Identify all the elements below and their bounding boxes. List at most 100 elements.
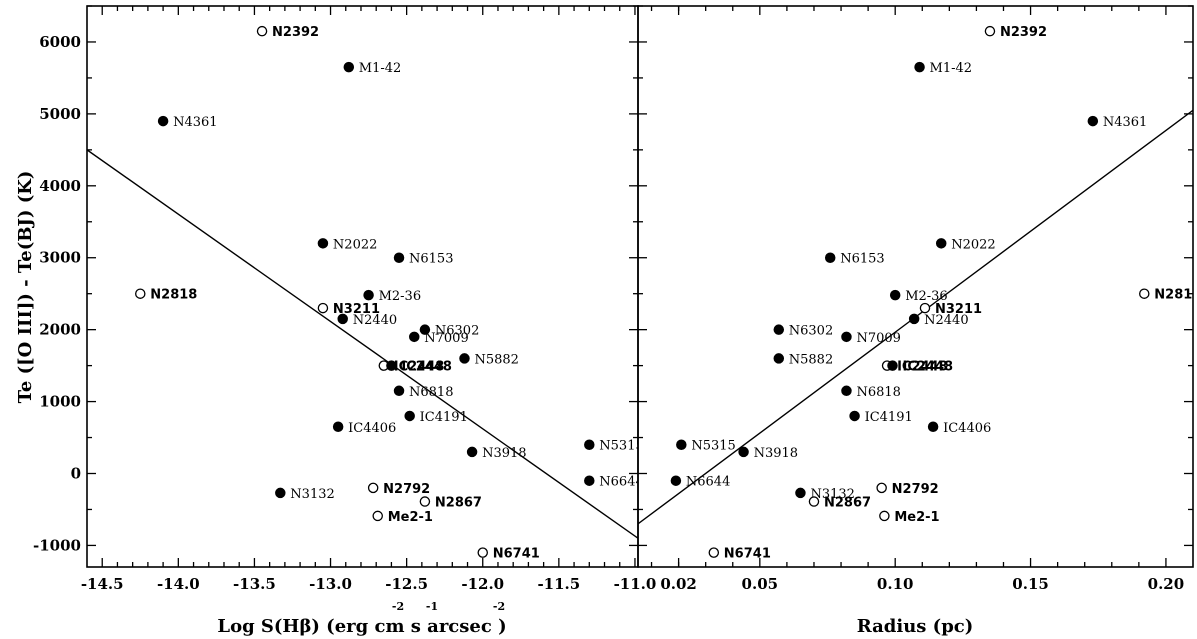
data-point-n7009-filled <box>409 331 420 343</box>
data-point-n5315-filled <box>584 439 595 450</box>
point-label: N6302 <box>435 324 479 339</box>
data-point-n2440-filled <box>908 313 920 325</box>
data-point-n3211-open <box>919 302 931 314</box>
data-point-n6818-filled <box>841 385 852 397</box>
point-label: IC2448 <box>902 360 953 375</box>
point-label: N2867 <box>824 496 871 511</box>
point-label: N2440 <box>353 313 397 328</box>
point-label: M2-36 <box>379 289 422 304</box>
x-tick-label: -12.5 <box>385 575 428 593</box>
point-label: N7009 <box>856 331 900 346</box>
x-axis-title-superscript: -2 <box>392 600 404 613</box>
data-point-n6644-filled <box>670 475 682 486</box>
data-point-ic2448-filled <box>386 360 397 371</box>
x-axis-title-right: Radius (pc) <box>857 616 974 637</box>
x-tick-label: -13.0 <box>309 575 352 593</box>
point-label: N6302 <box>789 324 833 339</box>
point-label: IC2448 <box>394 360 445 375</box>
data-point-me2-1-open <box>879 510 890 522</box>
x-tick-label: -14.5 <box>81 575 124 593</box>
y-tick-label: -1000 <box>33 536 81 554</box>
x-axis-title-superscript: -1 <box>426 600 438 613</box>
plot-frame <box>637 5 1194 568</box>
data-point-n3918-filled <box>466 446 478 458</box>
x-tick-label: -14.0 <box>157 575 200 593</box>
x-tick-label: -11.5 <box>537 575 580 593</box>
x-axis-title-left: Log S(Hβ) (erg cm s arcsec ) -2 -1 -2 <box>217 600 506 637</box>
point-label: N3132 <box>290 487 334 502</box>
data-point-n2022-filled <box>935 238 947 249</box>
point-label: N6818 <box>856 385 900 400</box>
data-point-n5882-filled <box>773 353 785 364</box>
point-label: M1-42 <box>359 61 402 76</box>
panel-radius: 0.02 0.05 0.10 0.15 0.20 N2392 M1-42 N4361 N2022… <box>637 5 1194 593</box>
point-label: N3211 <box>333 302 380 317</box>
data-point-n2792-open <box>367 482 379 494</box>
point-label: N4361 <box>1103 115 1147 130</box>
point-label: Me2-1 <box>388 510 433 525</box>
point-label: N7009 <box>424 331 468 346</box>
x-tick-label: 0.15 <box>1012 575 1049 593</box>
data-point-n3132-filled <box>275 487 286 499</box>
x-axis-title-text: Radius (pc) <box>857 616 974 637</box>
data-point-n6153-filled <box>824 252 836 263</box>
data-point-n4361-filled <box>1087 115 1099 127</box>
data-point-ic4191-filled <box>849 410 860 422</box>
data-point-n7009-filled <box>841 331 852 343</box>
panels: -1000 0 1000 2000 3000 4000 5000 6000 -14.5 -14.0… <box>33 5 1194 593</box>
point-label: N2392 <box>1000 25 1047 40</box>
point-label: N2022 <box>951 237 995 252</box>
y-tick-label: 1000 <box>39 393 81 411</box>
x-tick-label: 0.20 <box>1148 575 1185 593</box>
point-label: N3918 <box>482 446 526 461</box>
data-point-n2867-open <box>419 496 431 507</box>
data-point-n6302-filled <box>419 324 431 335</box>
x-axis-title-text: Log S(Hβ) (erg cm s arcsec ) <box>217 616 506 637</box>
data-point-n6741-open <box>477 547 488 558</box>
fit-line <box>87 149 638 539</box>
point-label: N4361 <box>173 115 217 130</box>
point-label: IC2448 <box>401 360 452 375</box>
data-point-n2818-open <box>1139 288 1150 299</box>
data-point-n2867-open <box>808 496 820 507</box>
point-label: IC4406 <box>348 421 396 436</box>
data-point-me2-1-open <box>372 510 383 522</box>
point-label: N2792 <box>383 482 430 497</box>
point-label: IC2448 <box>897 360 948 375</box>
data-point-ic4406-filled <box>927 421 939 432</box>
point-label: N3918 <box>754 446 798 461</box>
point-label: N6153 <box>840 252 884 267</box>
point-label: N2818 <box>150 288 197 303</box>
data-point-n5882-filled <box>459 353 470 364</box>
point-label: N2867 <box>435 496 482 511</box>
data-point-n3132-filled <box>795 487 806 499</box>
point-label: N2792 <box>892 482 939 497</box>
data-point-n3211-open <box>317 302 329 314</box>
point-label: M1-42 <box>930 61 973 76</box>
data-point-m2-36-filled <box>363 289 374 301</box>
panel-surface-brightness: -1000 0 1000 2000 3000 4000 5000 6000 -14.5 -14.0… <box>33 5 656 593</box>
data-point-ic4406-filled <box>332 421 344 432</box>
data-point-n6818-filled <box>393 385 405 397</box>
point-label: N6741 <box>493 547 540 562</box>
y-tick-label: 0 <box>71 465 81 483</box>
x-tick-label: -13.5 <box>233 575 276 593</box>
point-label: IC4406 <box>943 421 991 436</box>
y-tick-label: 6000 <box>39 33 81 51</box>
data-point-n2022-filled <box>317 238 329 249</box>
point-label: N6741 <box>724 547 771 562</box>
data-point-ic4191-filled <box>404 410 415 422</box>
y-axis-title: Te ([O III]) - Te(BJ) (K) <box>15 171 36 404</box>
point-label: N6153 <box>409 252 453 267</box>
x-tick-label: 0.05 <box>742 575 779 593</box>
point-label: IC4191 <box>865 410 913 425</box>
data-point-n4361-filled <box>157 115 169 127</box>
data-point-n2440-filled <box>337 313 348 325</box>
y-axis-title-text: Te ([O III]) - Te(BJ) (K) <box>15 171 36 404</box>
point-label: N6644 <box>599 475 643 490</box>
y-tick-label: 2000 <box>39 321 81 339</box>
data-point-n2392-open <box>256 25 268 37</box>
point-label: N5315 <box>599 439 643 454</box>
point-label: N5882 <box>789 352 833 367</box>
